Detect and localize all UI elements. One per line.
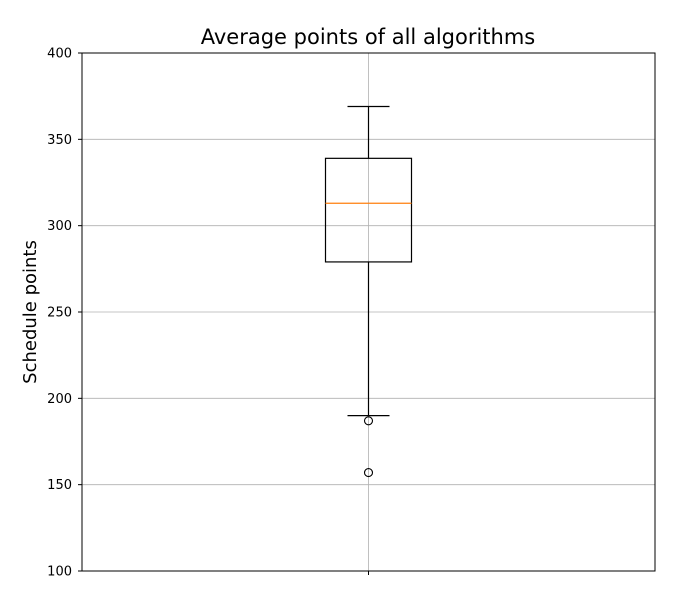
outlier-point [363, 416, 374, 426]
y-tick-label: 100 [47, 565, 72, 580]
y-tick-label: 250 [47, 306, 72, 321]
y-tick-label: 150 [47, 478, 72, 493]
y-axis-label: Schedule points [20, 240, 41, 384]
plot-frame [81, 52, 656, 572]
chart-title: Average points of all algorithms [201, 25, 536, 49]
axes: 100 150 200 250 300 350 400 [47, 47, 656, 580]
y-tick-label: 350 [47, 133, 72, 148]
y-tick-label: 200 [47, 392, 72, 407]
y-tick-label: 300 [47, 219, 72, 234]
outlier-point [363, 468, 374, 478]
interquartile-box [324, 157, 413, 263]
plot-marks [324, 105, 413, 478]
y-tick-label: 400 [47, 47, 72, 62]
